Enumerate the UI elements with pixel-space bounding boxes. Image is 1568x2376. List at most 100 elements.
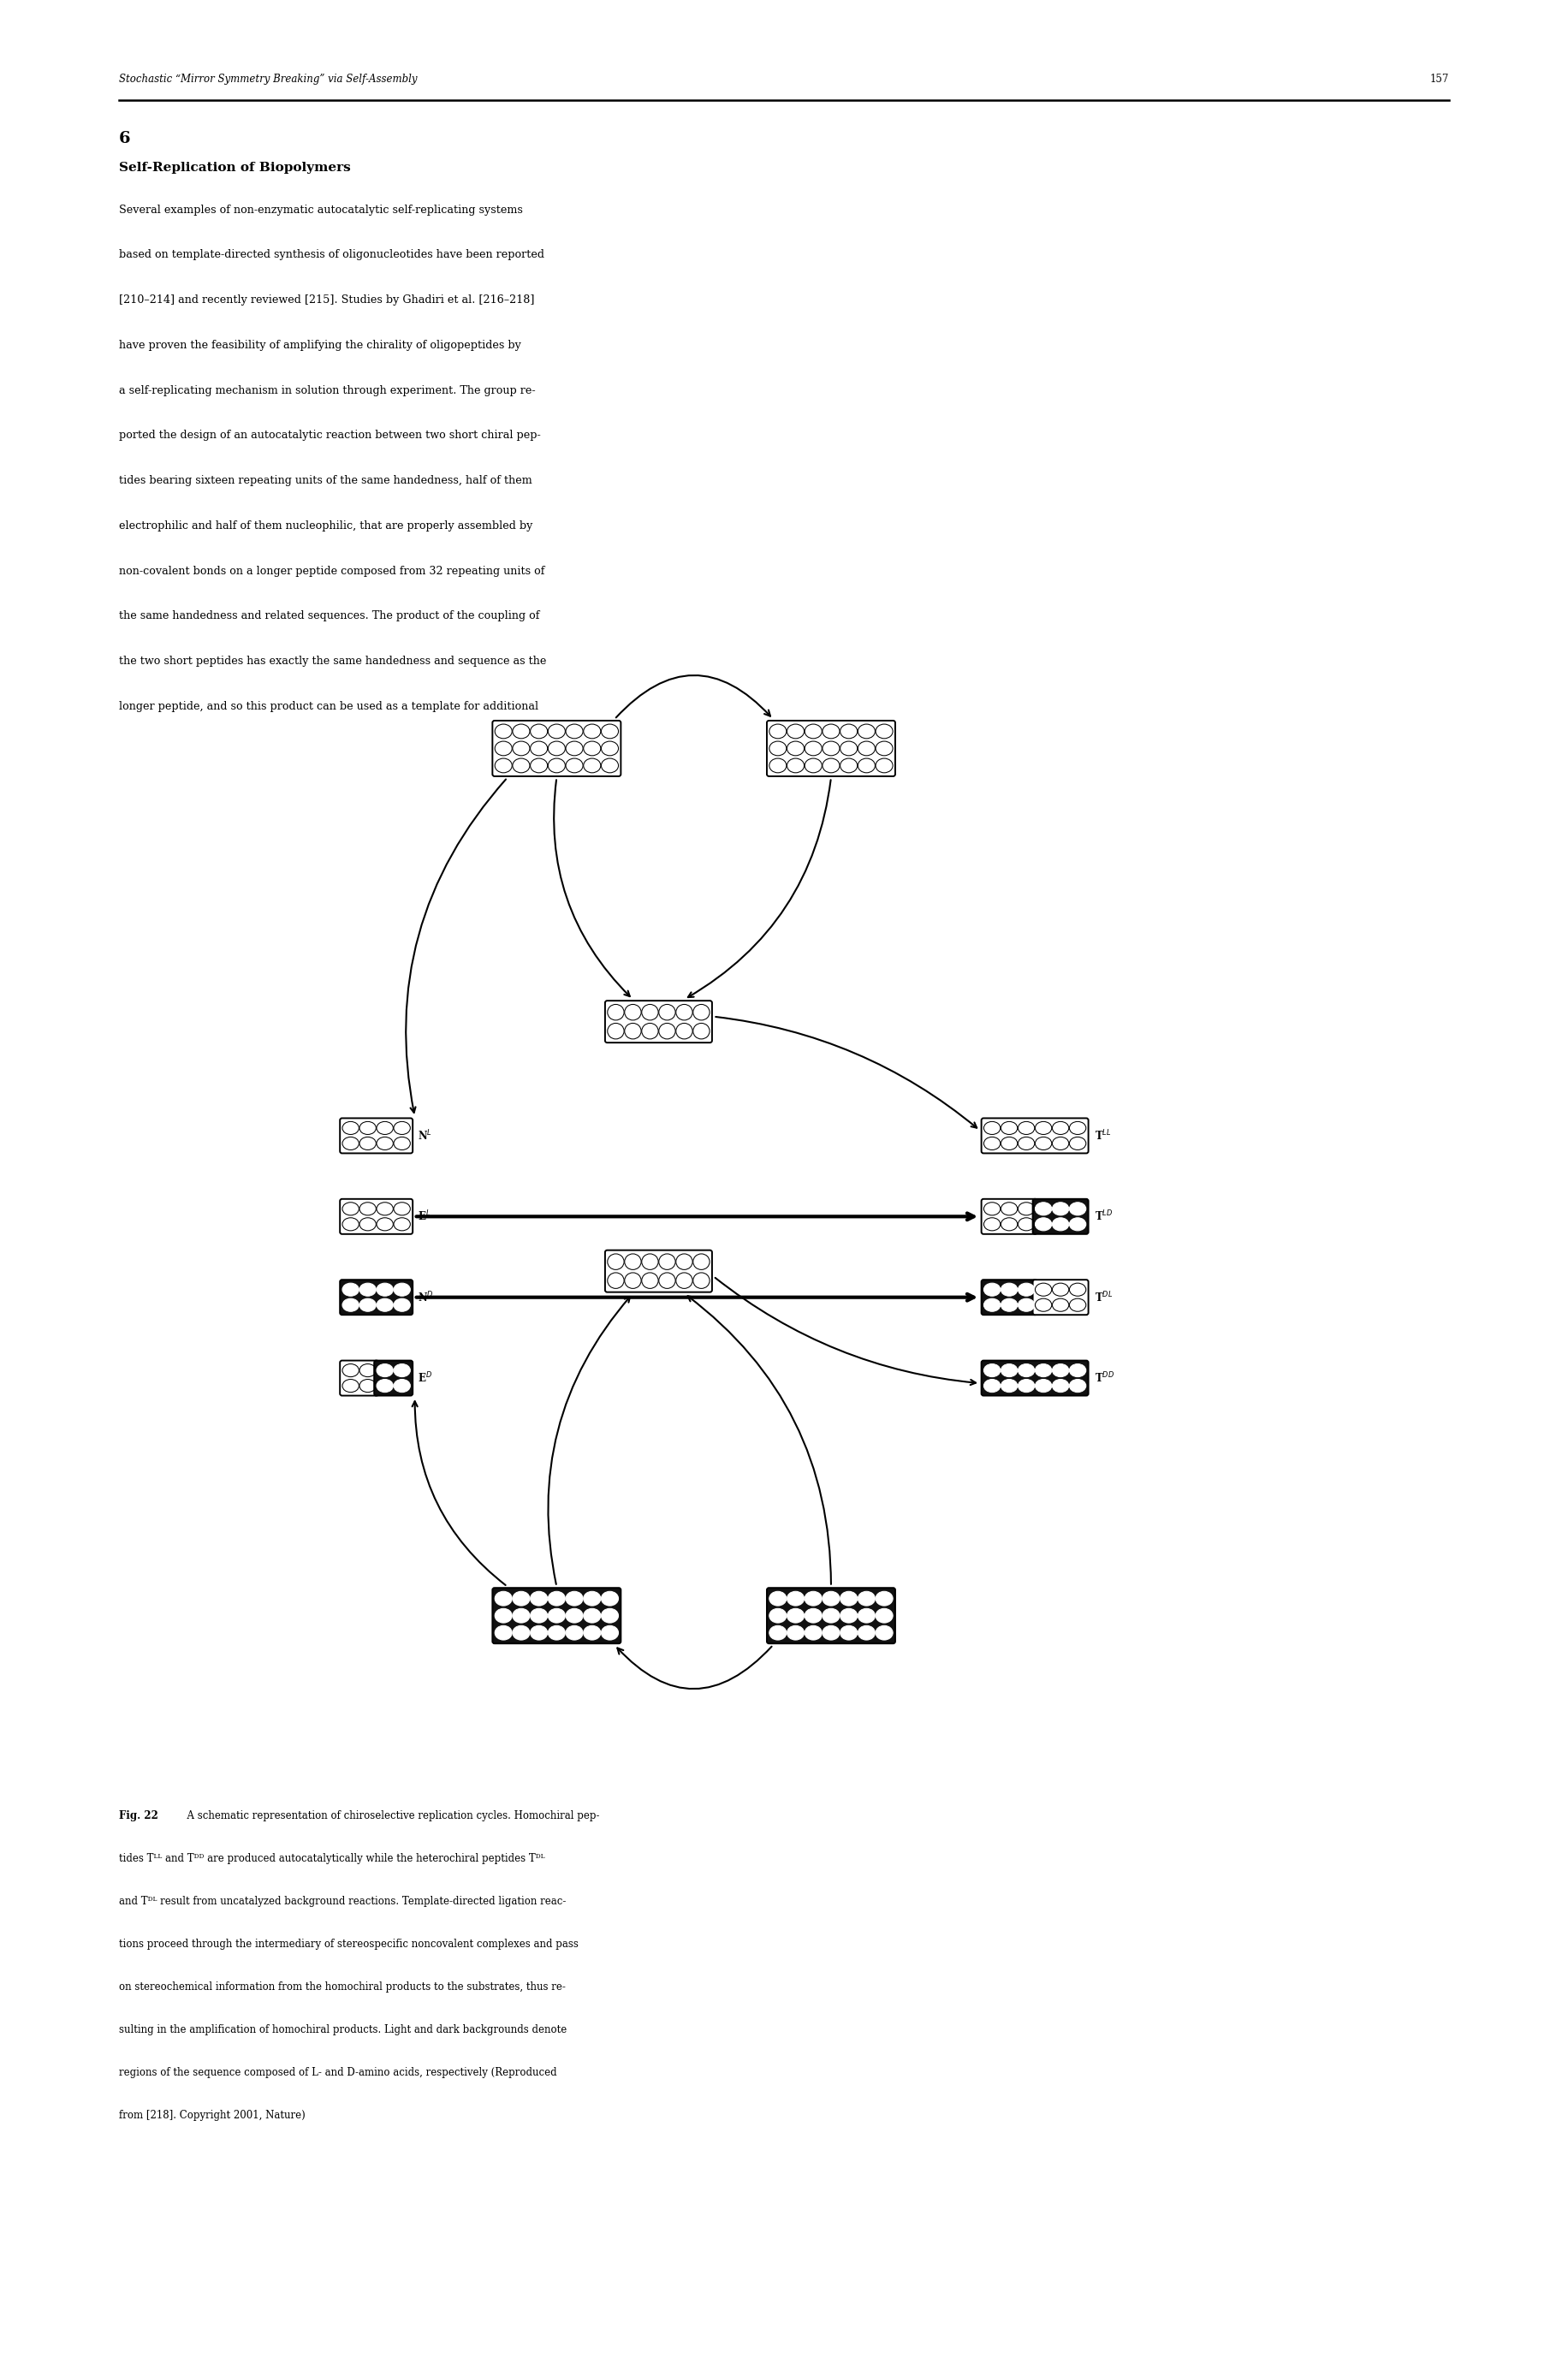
FancyBboxPatch shape bbox=[605, 1250, 712, 1293]
Ellipse shape bbox=[359, 1300, 376, 1312]
Ellipse shape bbox=[823, 1609, 839, 1623]
Ellipse shape bbox=[858, 1592, 875, 1606]
FancyBboxPatch shape bbox=[1033, 1281, 1088, 1314]
Ellipse shape bbox=[1018, 1283, 1035, 1295]
FancyBboxPatch shape bbox=[340, 1281, 412, 1314]
Ellipse shape bbox=[376, 1364, 394, 1376]
Text: E$^D$: E$^D$ bbox=[417, 1371, 431, 1385]
Ellipse shape bbox=[394, 1283, 411, 1295]
Text: T$^{DL}$: T$^{DL}$ bbox=[1094, 1290, 1113, 1304]
Text: based on template-directed synthesis of oligonucleotides have been reported: based on template-directed synthesis of … bbox=[119, 249, 544, 261]
Ellipse shape bbox=[549, 1609, 564, 1623]
Ellipse shape bbox=[823, 1592, 839, 1606]
Ellipse shape bbox=[804, 1625, 822, 1639]
FancyBboxPatch shape bbox=[605, 1000, 712, 1043]
Text: ported the design of an autocatalytic reaction between two short chiral pep-: ported the design of an autocatalytic re… bbox=[119, 430, 541, 442]
Ellipse shape bbox=[1035, 1219, 1052, 1231]
Ellipse shape bbox=[530, 1592, 547, 1606]
Text: N$^L$: N$^L$ bbox=[417, 1129, 431, 1143]
Text: the two short peptides has exactly the same handedness and sequence as the: the two short peptides has exactly the s… bbox=[119, 656, 547, 668]
Ellipse shape bbox=[1035, 1380, 1052, 1392]
Text: non-covalent bonds on a longer peptide composed from 32 repeating units of: non-covalent bonds on a longer peptide c… bbox=[119, 565, 546, 577]
Ellipse shape bbox=[495, 1592, 513, 1606]
Ellipse shape bbox=[1052, 1364, 1069, 1376]
Ellipse shape bbox=[770, 1625, 787, 1639]
FancyBboxPatch shape bbox=[492, 1587, 621, 1644]
Ellipse shape bbox=[983, 1364, 1000, 1376]
Ellipse shape bbox=[1052, 1380, 1069, 1392]
Ellipse shape bbox=[530, 1625, 547, 1639]
Ellipse shape bbox=[359, 1283, 376, 1295]
Text: T$^{DD}$: T$^{DD}$ bbox=[1094, 1371, 1115, 1385]
Ellipse shape bbox=[583, 1625, 601, 1639]
Ellipse shape bbox=[840, 1625, 858, 1639]
Text: on stereochemical information from the homochiral products to the substrates, th: on stereochemical information from the h… bbox=[119, 1982, 566, 1993]
Text: have proven the feasibility of amplifying the chirality of oligopeptides by: have proven the feasibility of amplifyin… bbox=[119, 340, 521, 352]
Ellipse shape bbox=[787, 1592, 804, 1606]
Ellipse shape bbox=[875, 1592, 892, 1606]
Ellipse shape bbox=[376, 1283, 394, 1295]
Ellipse shape bbox=[983, 1300, 1000, 1312]
Ellipse shape bbox=[495, 1609, 513, 1623]
FancyBboxPatch shape bbox=[492, 720, 621, 777]
Ellipse shape bbox=[342, 1283, 359, 1295]
Ellipse shape bbox=[549, 1592, 564, 1606]
FancyBboxPatch shape bbox=[767, 720, 895, 777]
Text: tides bearing sixteen repeating units of the same handedness, half of them: tides bearing sixteen repeating units of… bbox=[119, 475, 533, 487]
Ellipse shape bbox=[376, 1380, 394, 1392]
Ellipse shape bbox=[1000, 1364, 1018, 1376]
Ellipse shape bbox=[1069, 1202, 1087, 1214]
Ellipse shape bbox=[1000, 1283, 1018, 1295]
Ellipse shape bbox=[840, 1609, 858, 1623]
Text: T$^{LL}$: T$^{LL}$ bbox=[1094, 1129, 1112, 1143]
Text: from [218]. Copyright 2001, Nature): from [218]. Copyright 2001, Nature) bbox=[119, 2110, 306, 2122]
Text: tides Tᴸᴸ and Tᴰᴰ are produced autocatalytically while the heterochiral peptides: tides Tᴸᴸ and Tᴰᴰ are produced autocatal… bbox=[119, 1853, 546, 1865]
Ellipse shape bbox=[394, 1380, 411, 1392]
FancyBboxPatch shape bbox=[340, 1119, 412, 1152]
Text: and Tᴰᴸ result from uncatalyzed background reactions. Template-directed ligation: and Tᴰᴸ result from uncatalyzed backgrou… bbox=[119, 1896, 566, 1908]
Ellipse shape bbox=[1035, 1202, 1052, 1214]
FancyBboxPatch shape bbox=[982, 1200, 1036, 1233]
Ellipse shape bbox=[858, 1625, 875, 1639]
Ellipse shape bbox=[513, 1592, 530, 1606]
Ellipse shape bbox=[1069, 1219, 1087, 1231]
Ellipse shape bbox=[1069, 1380, 1087, 1392]
Ellipse shape bbox=[804, 1592, 822, 1606]
FancyBboxPatch shape bbox=[982, 1281, 1036, 1314]
Text: T$^{LD}$: T$^{LD}$ bbox=[1094, 1209, 1113, 1224]
FancyBboxPatch shape bbox=[340, 1361, 378, 1395]
Ellipse shape bbox=[394, 1300, 411, 1312]
Ellipse shape bbox=[530, 1609, 547, 1623]
Ellipse shape bbox=[1018, 1300, 1035, 1312]
Ellipse shape bbox=[875, 1625, 892, 1639]
Text: a self-replicating mechanism in solution through experiment. The group re-: a self-replicating mechanism in solution… bbox=[119, 385, 536, 397]
Ellipse shape bbox=[823, 1625, 839, 1639]
Text: Several examples of non-enzymatic autocatalytic self-replicating systems: Several examples of non-enzymatic autoca… bbox=[119, 204, 524, 216]
Ellipse shape bbox=[1052, 1202, 1069, 1214]
Text: tions proceed through the intermediary of stereospecific noncovalent complexes a: tions proceed through the intermediary o… bbox=[119, 1939, 579, 1951]
Text: Stochastic “Mirror Symmetry Breaking” via Self-Assembly: Stochastic “Mirror Symmetry Breaking” vi… bbox=[119, 74, 417, 86]
Text: Self-Replication of Biopolymers: Self-Replication of Biopolymers bbox=[119, 162, 351, 173]
Ellipse shape bbox=[1035, 1364, 1052, 1376]
Ellipse shape bbox=[770, 1592, 787, 1606]
Ellipse shape bbox=[1000, 1380, 1018, 1392]
Text: A schematic representation of chiroselective replication cycles. Homochiral pep-: A schematic representation of chiroselec… bbox=[180, 1811, 599, 1822]
Ellipse shape bbox=[804, 1609, 822, 1623]
Ellipse shape bbox=[983, 1380, 1000, 1392]
FancyBboxPatch shape bbox=[1033, 1200, 1088, 1233]
Ellipse shape bbox=[1052, 1219, 1069, 1231]
Ellipse shape bbox=[513, 1609, 530, 1623]
Ellipse shape bbox=[394, 1364, 411, 1376]
Ellipse shape bbox=[1000, 1300, 1018, 1312]
Ellipse shape bbox=[601, 1625, 618, 1639]
Ellipse shape bbox=[583, 1609, 601, 1623]
FancyBboxPatch shape bbox=[375, 1361, 412, 1395]
Ellipse shape bbox=[342, 1300, 359, 1312]
FancyBboxPatch shape bbox=[982, 1361, 1088, 1395]
Ellipse shape bbox=[787, 1609, 804, 1623]
Ellipse shape bbox=[566, 1592, 583, 1606]
Ellipse shape bbox=[376, 1300, 394, 1312]
Ellipse shape bbox=[495, 1625, 513, 1639]
Ellipse shape bbox=[983, 1283, 1000, 1295]
FancyBboxPatch shape bbox=[767, 1587, 895, 1644]
